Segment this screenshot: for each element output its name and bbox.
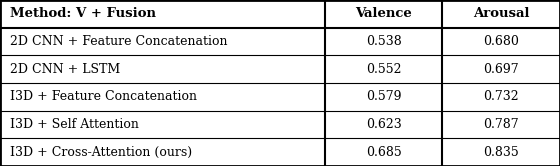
Bar — [0, 138, 325, 166]
Text: 2D CNN + LSTM: 2D CNN + LSTM — [10, 63, 120, 76]
Bar — [325, 138, 442, 166]
Text: I3D + Feature Concatenation: I3D + Feature Concatenation — [10, 90, 197, 103]
Text: Arousal: Arousal — [473, 7, 529, 20]
Bar — [0, 28, 325, 55]
Bar — [442, 138, 560, 166]
Text: 0.623: 0.623 — [366, 118, 402, 131]
Bar — [0, 0, 325, 28]
Bar — [442, 28, 560, 55]
Text: 0.732: 0.732 — [483, 90, 519, 103]
Text: Method: V + Fusion: Method: V + Fusion — [10, 7, 156, 20]
Text: 2D CNN + Feature Concatenation: 2D CNN + Feature Concatenation — [10, 35, 227, 48]
Text: 0.579: 0.579 — [366, 90, 402, 103]
Text: Valence: Valence — [355, 7, 412, 20]
Bar — [325, 28, 442, 55]
Text: 0.685: 0.685 — [366, 146, 402, 159]
Bar — [442, 111, 560, 138]
Bar — [0, 83, 325, 111]
Text: I3D + Self Attention: I3D + Self Attention — [10, 118, 139, 131]
Bar — [325, 111, 442, 138]
Bar — [325, 55, 442, 83]
Bar — [442, 0, 560, 28]
Bar — [442, 55, 560, 83]
Bar — [0, 111, 325, 138]
Bar — [0, 55, 325, 83]
Text: 0.697: 0.697 — [483, 63, 519, 76]
Text: 0.552: 0.552 — [366, 63, 402, 76]
Text: 0.680: 0.680 — [483, 35, 519, 48]
Text: 0.835: 0.835 — [483, 146, 519, 159]
Bar — [325, 0, 442, 28]
Text: 0.787: 0.787 — [483, 118, 519, 131]
Text: 0.538: 0.538 — [366, 35, 402, 48]
Bar — [442, 83, 560, 111]
Text: I3D + Cross-Attention (ours): I3D + Cross-Attention (ours) — [10, 146, 192, 159]
Bar — [325, 83, 442, 111]
